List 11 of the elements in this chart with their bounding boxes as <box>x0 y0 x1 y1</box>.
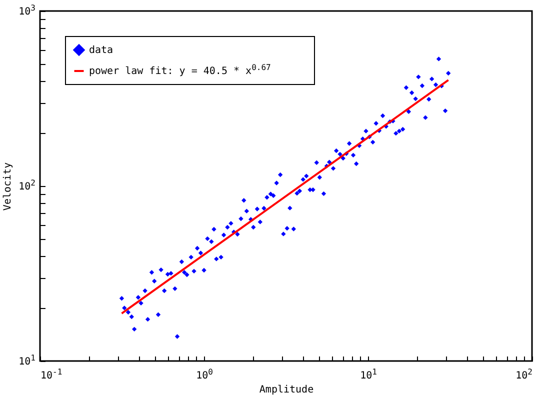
y-tick-label: 10$^{1}$ <box>18 353 36 368</box>
y-tick-label: 10$^{2}$ <box>18 178 36 192</box>
x-tick-label: 10$^{1}$ <box>360 367 378 382</box>
legend-label: power law fit: y = 40.5 * x$^{0.67}$ <box>89 62 272 77</box>
x-axis-title: Amplitude <box>259 384 314 396</box>
x-tick-label: 10$^{0}$ <box>196 367 214 382</box>
x-tick-label: 10$^{2}$ <box>516 367 533 382</box>
legend-label: data <box>89 45 114 56</box>
x-tick-label: 10$^{-1}$ <box>40 367 62 382</box>
y-tick-label: 10$^{3}$ <box>18 3 36 18</box>
y-axis-title: Velocity <box>2 162 14 211</box>
